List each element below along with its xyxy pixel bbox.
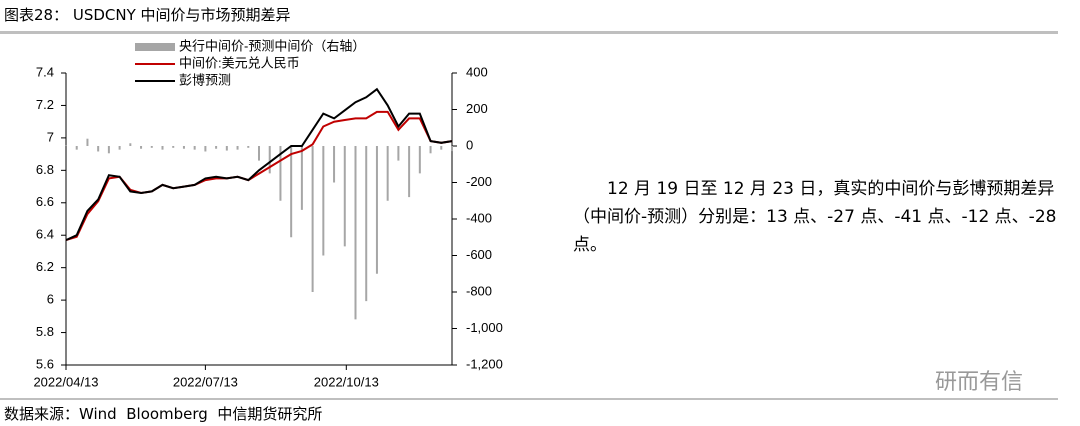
legend-label: 中间价:美元兑人民币 bbox=[179, 55, 300, 70]
y2-tick-label: -400 bbox=[466, 210, 492, 225]
legend-swatch bbox=[135, 43, 175, 51]
line bbox=[65, 87, 453, 242]
bar bbox=[375, 146, 378, 274]
y2-tick-label: 200 bbox=[466, 101, 488, 116]
bar bbox=[333, 146, 336, 183]
bar bbox=[150, 146, 153, 148]
bar bbox=[268, 146, 271, 174]
bar bbox=[107, 146, 110, 154]
bar bbox=[258, 146, 260, 161]
y-tick-label: 7.4 bbox=[36, 64, 54, 79]
bar bbox=[397, 146, 400, 161]
bar bbox=[225, 146, 228, 151]
y-tick-label: 7.2 bbox=[36, 97, 54, 112]
y2-tick-label: 0 bbox=[466, 137, 473, 152]
bar bbox=[322, 146, 325, 256]
legend-label: 彭博预测 bbox=[179, 72, 231, 87]
y2-tick-label: -200 bbox=[466, 174, 492, 189]
bar bbox=[215, 146, 218, 149]
bar bbox=[300, 146, 303, 210]
y-tick-label: 7 bbox=[47, 129, 54, 144]
bar bbox=[193, 146, 196, 150]
y-tick-label: 5.6 bbox=[36, 356, 54, 371]
rule bbox=[0, 31, 1058, 34]
bar bbox=[129, 143, 132, 146]
x-tick-label: 2022/10/13 bbox=[314, 374, 379, 389]
bar bbox=[365, 146, 368, 302]
bar bbox=[182, 146, 185, 149]
watermark: 研而有信 bbox=[935, 370, 1024, 395]
y2-tick-label: 400 bbox=[466, 64, 488, 79]
bar bbox=[279, 146, 282, 201]
bar bbox=[161, 146, 164, 150]
bar bbox=[354, 146, 357, 320]
rule bbox=[0, 398, 1058, 400]
bar bbox=[343, 146, 346, 247]
y-tick-label: 6 bbox=[47, 292, 54, 307]
y2-tick-label: -1,200 bbox=[466, 356, 503, 371]
bar bbox=[65, 145, 67, 146]
y-tick-label: 5.8 bbox=[36, 324, 54, 339]
bar bbox=[290, 146, 293, 238]
bar bbox=[97, 146, 100, 152]
bar bbox=[172, 146, 175, 148]
bar bbox=[386, 146, 389, 201]
bar bbox=[75, 146, 78, 150]
bar bbox=[418, 146, 421, 174]
y2-tick-label: -800 bbox=[466, 283, 492, 298]
bar bbox=[408, 146, 411, 198]
y-tick-label: 6.2 bbox=[36, 259, 54, 274]
source: 数据来源：Wind Bloomberg 中信期货研究所 bbox=[4, 405, 323, 423]
chart: 5.6 5.8 6 6.2 6.4 6.6 6.8 7 7.2 7.4 -1,200 -1,000 -8… bbox=[33, 38, 503, 389]
bar bbox=[86, 138, 89, 146]
y2-tick-label: -600 bbox=[466, 247, 492, 262]
bar bbox=[118, 146, 121, 150]
line bbox=[65, 110, 453, 242]
figure-title: 图表28： USDCNY 中间价与市场预期差异 bbox=[4, 6, 291, 24]
bar bbox=[236, 146, 239, 150]
y-tick-label: 6.4 bbox=[36, 227, 54, 242]
x-tick-label: 2022/04/13 bbox=[33, 374, 98, 389]
x-tick-label: 2022/07/13 bbox=[173, 374, 238, 389]
bar bbox=[140, 146, 143, 149]
bar bbox=[440, 146, 443, 150]
y-tick-label: 6.6 bbox=[36, 194, 54, 209]
bar bbox=[429, 146, 432, 154]
y-tick-label: 6.8 bbox=[36, 162, 54, 177]
y2-tick-label: -1,000 bbox=[466, 320, 503, 335]
bar bbox=[204, 146, 207, 152]
bar bbox=[247, 146, 250, 148]
bar bbox=[451, 146, 453, 152]
paragraph: 12 月 19 日至 12 月 23 日，真实的中间价与彭博预期差异（中间价-预… bbox=[573, 179, 1057, 255]
legend-label: 央行中间价-预测中间价（右轴） bbox=[179, 38, 365, 53]
bar bbox=[311, 146, 314, 292]
